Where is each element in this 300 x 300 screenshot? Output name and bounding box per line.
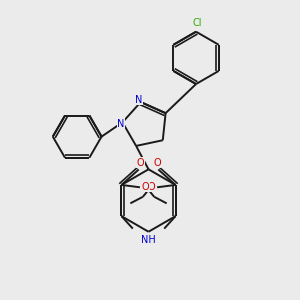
Text: NH: NH: [141, 235, 156, 245]
Text: O: O: [142, 182, 149, 192]
Text: O: O: [153, 158, 160, 168]
Text: N: N: [117, 119, 125, 129]
Text: O: O: [148, 182, 156, 192]
Text: Cl: Cl: [193, 18, 202, 28]
Text: O: O: [136, 158, 144, 168]
Text: N: N: [135, 95, 142, 105]
